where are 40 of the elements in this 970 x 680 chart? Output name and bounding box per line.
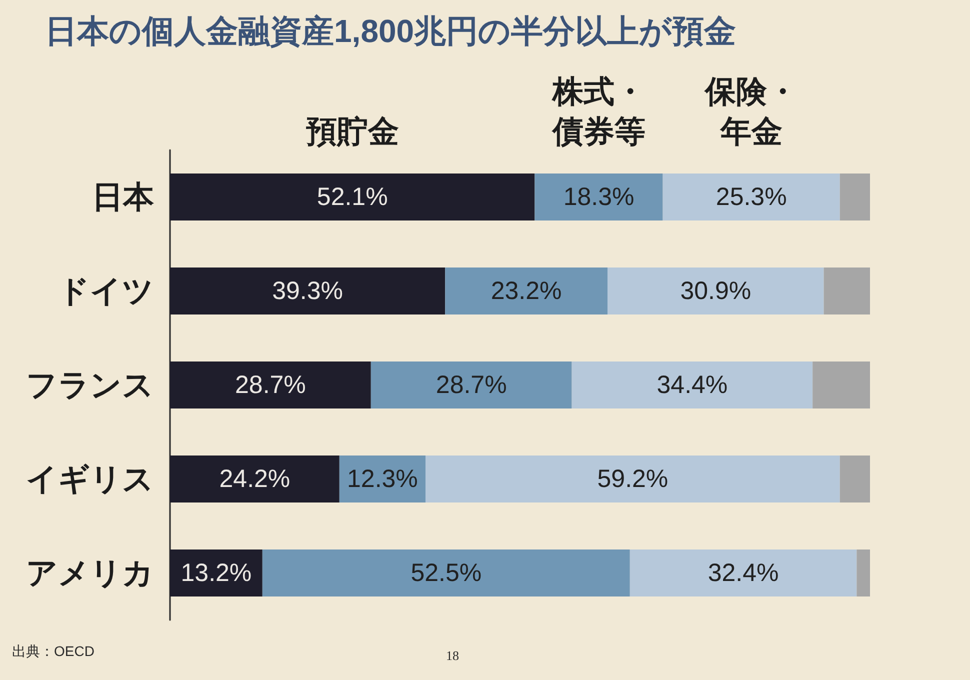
bar — [662, 174, 840, 220]
data-label: 34.4% — [656, 371, 728, 399]
data-label: 28.7% — [235, 371, 306, 399]
bar — [262, 550, 630, 596]
data-label: 52.1% — [316, 183, 388, 211]
y-tick-label: ドイツ — [58, 274, 154, 308]
bar — [630, 550, 857, 596]
bar — [812, 362, 870, 408]
data-label: 28.7% — [436, 371, 507, 399]
y-tick-label: アメリカ — [26, 556, 154, 590]
data-label: 39.3% — [272, 277, 343, 305]
data-label: 25.3% — [716, 183, 787, 211]
data-label: 12.3% — [347, 465, 418, 493]
bar — [426, 456, 840, 502]
y-tick-label: フランス — [26, 368, 154, 402]
y-tick-label: イギリス — [26, 462, 154, 496]
bar — [840, 456, 870, 502]
y-tick-label: 日本 — [92, 180, 155, 214]
data-label: 24.2% — [219, 465, 290, 493]
bar — [840, 174, 870, 220]
data-label: 52.5% — [410, 559, 482, 587]
bar — [445, 268, 608, 314]
bar — [534, 174, 663, 220]
bar — [856, 550, 870, 596]
data-label: 13.2% — [180, 559, 252, 587]
data-label: 23.2% — [490, 277, 562, 305]
series-label: 保険・年金 — [704, 74, 798, 149]
bar — [370, 362, 572, 408]
bar — [572, 362, 813, 408]
source-note: 出典：OECD — [12, 643, 94, 659]
data-label: 30.9% — [680, 277, 752, 305]
data-label: 18.3% — [563, 183, 634, 211]
bar — [824, 268, 870, 314]
series-label: 預貯金 — [306, 114, 399, 149]
chart-title: 日本の個人金融資産1,800兆円の半分以上が預金 — [45, 13, 736, 49]
data-label: 59.2% — [597, 465, 668, 493]
data-label: 32.4% — [708, 559, 779, 587]
bar — [608, 268, 824, 314]
series-label: 株式・債券等 — [551, 74, 646, 149]
text: 18 — [446, 648, 459, 663]
